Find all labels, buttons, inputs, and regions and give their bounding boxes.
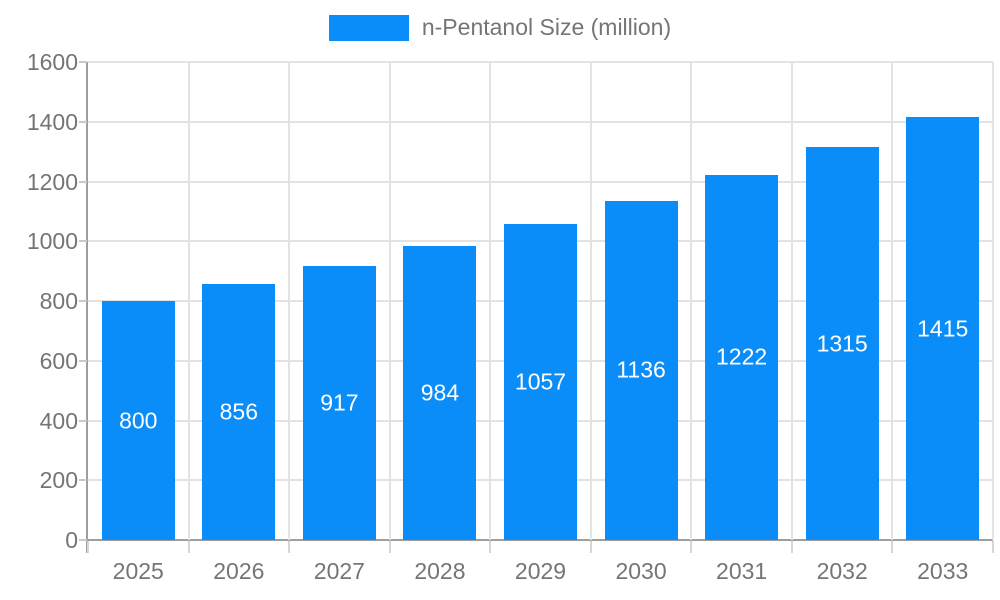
bar-2031[interactable]: 1222 [705, 174, 779, 540]
bar-2030[interactable]: 1136 [604, 200, 678, 540]
x-tick-label: 2033 [917, 558, 969, 584]
y-tick-label: 800 [39, 288, 78, 314]
bar-value-label: 984 [420, 379, 460, 406]
x-axis-tick [388, 541, 391, 553]
legend[interactable]: n-Pentanol Size (million) [0, 14, 1000, 41]
v-gridline [288, 62, 291, 540]
plot-area: 800 856 917 984 1057 1136 1222 1315 1415 [88, 61, 994, 540]
h-gridline [88, 61, 993, 63]
x-axis-tick [790, 541, 793, 553]
x-tick-label: 2028 [414, 558, 466, 584]
bar-2025[interactable]: 800 [101, 301, 175, 540]
legend-label: n-Pentanol Size (million) [421, 14, 672, 40]
h-gridline [88, 120, 993, 123]
y-axis-tick [79, 61, 87, 63]
bar-value-label: 800 [119, 407, 158, 433]
x-tick-label: 2025 [112, 558, 164, 584]
bar-2027[interactable]: 917 [302, 266, 376, 540]
v-gridline [690, 62, 693, 540]
bar-value-label: 1057 [514, 368, 567, 395]
v-gridline [790, 62, 793, 540]
y-tick-label: 600 [39, 347, 78, 374]
y-axis-tick [79, 419, 87, 422]
y-axis-tick [79, 300, 87, 302]
y-tick-label: 1000 [26, 228, 78, 255]
x-axis-tick [992, 541, 994, 553]
y-axis-tick [79, 359, 87, 362]
x-tick-label: 2032 [816, 558, 868, 584]
x-tick-label: 2027 [313, 558, 365, 584]
x-axis-tick [489, 541, 492, 553]
y-axis-line [86, 62, 88, 553]
y-axis-tick [79, 479, 87, 482]
y-tick-label: 200 [39, 467, 78, 494]
x-axis-tick [690, 541, 693, 553]
x-axis-line [79, 539, 993, 541]
x-axis-tick [891, 541, 894, 553]
bar-2026[interactable]: 856 [202, 284, 276, 540]
bar-value-label: 1222 [716, 343, 768, 370]
x-tick-label: 2026 [213, 558, 265, 584]
legend-swatch-icon [328, 14, 409, 41]
x-tick-label: 2030 [615, 558, 667, 584]
x-axis-tick [288, 541, 291, 553]
h-gridline [88, 180, 993, 183]
x-axis-tick [589, 541, 592, 553]
y-tick-label: 0 [65, 527, 78, 553]
v-gridline [589, 62, 592, 540]
bar-value-label: 856 [219, 398, 259, 425]
bar-value-label: 1315 [816, 330, 868, 357]
y-tick-label: 1600 [26, 49, 78, 75]
v-gridline [187, 62, 190, 540]
bar-2032[interactable]: 1315 [805, 147, 879, 540]
x-tick-label: 2029 [514, 558, 567, 584]
x-tick-label: 2031 [716, 558, 768, 584]
bar-value-label: 917 [320, 389, 359, 416]
bar-2029[interactable]: 1057 [504, 224, 577, 540]
v-gridline [891, 62, 894, 540]
y-tick-label: 1400 [26, 108, 78, 135]
y-tick-label: 400 [39, 407, 78, 434]
y-axis-tick [79, 240, 87, 243]
y-axis-tick [79, 539, 87, 541]
bar-2033[interactable]: 1415 [906, 117, 980, 540]
y-tick-label: 1200 [26, 168, 78, 195]
bar-value-label: 1136 [616, 356, 666, 383]
y-axis-tick [79, 120, 87, 123]
x-axis-tick [87, 541, 89, 553]
bar-value-label: 1415 [917, 315, 969, 342]
v-gridline [489, 62, 492, 540]
v-gridline [992, 62, 994, 540]
v-gridline [388, 62, 391, 540]
bar-2028[interactable]: 984 [403, 246, 477, 540]
x-axis-tick [187, 541, 190, 553]
y-axis-tick [79, 180, 87, 183]
